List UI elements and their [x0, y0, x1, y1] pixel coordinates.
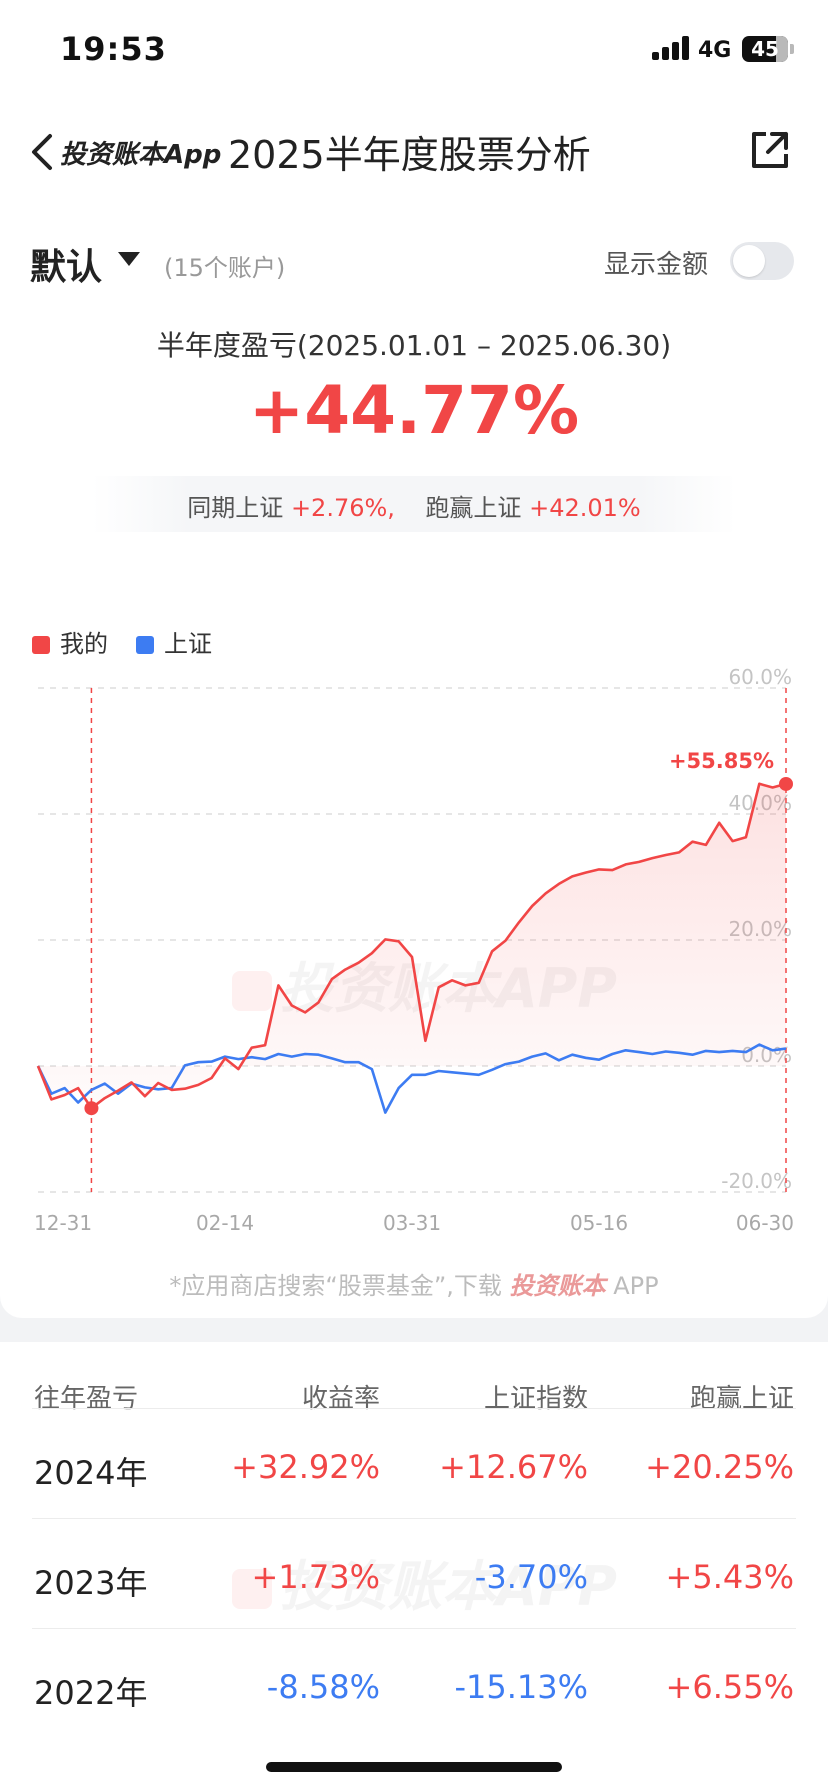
y-tick-label: -20.0% [721, 1169, 792, 1193]
show-amount-toggle[interactable] [730, 242, 794, 280]
sse-label: 同期上证 [187, 494, 284, 522]
status-time: 19:53 [60, 30, 167, 68]
legend-sse-swatch [136, 636, 154, 654]
row-sse: +12.67% [439, 1448, 588, 1486]
mine-area [38, 783, 786, 1109]
row-year: 2022年 [34, 1674, 148, 1712]
end-value-label: +55.85% [669, 749, 774, 773]
promo-brand: 投资账本 [509, 1272, 606, 1300]
sse-line [36, 1043, 787, 1114]
watermark-logo-icon [232, 971, 272, 1011]
table-watermark-text: 投资账本APP [280, 1555, 617, 1618]
row-divider [32, 1518, 796, 1519]
legend-sse: 上证 [136, 624, 212, 659]
battery-tip [790, 44, 794, 54]
show-amount-label: 显示金额 [604, 250, 709, 280]
battery-level: 45 [751, 37, 779, 61]
table-row: 2024年 +32.92% +12.67% +20.25% [0, 1408, 828, 1518]
beat-value: +42.01% [529, 494, 641, 522]
analysis-card [0, 0, 828, 1318]
status-bar: 19:53 4G 45 [0, 0, 828, 100]
row-year: 2024年 [34, 1454, 148, 1492]
period-title: 半年度盈亏(2025.01.01 – 2025.06.30) [156, 329, 672, 362]
row-divider [32, 1408, 796, 1409]
header-sse: 上证指数 [483, 1384, 588, 1414]
caret-down-icon[interactable] [118, 252, 140, 266]
back-icon[interactable] [26, 130, 62, 174]
x-tick-label: 03-31 [383, 1211, 441, 1235]
legend-mine-swatch [32, 636, 50, 654]
row-sse: -3.70% [474, 1558, 588, 1596]
x-tick-label: 06-30 [736, 1211, 794, 1235]
y-tick-label: 60.0% [728, 665, 792, 689]
row-return: +32.92% [231, 1448, 380, 1486]
min-point [84, 1101, 99, 1116]
row-divider [32, 1628, 796, 1629]
battery-icon: 45 [742, 36, 788, 62]
end-point [779, 776, 793, 791]
table-row: 2023年 +1.73% -3.70% +5.43% [0, 1518, 828, 1628]
share-icon[interactable] [748, 128, 792, 172]
legend-sse-label: 上证 [164, 630, 212, 658]
network-label: 4G [698, 38, 732, 63]
header-beat: 跑赢上证 [689, 1384, 794, 1414]
sse-value: +2.76%, [290, 494, 395, 522]
account-row: 默认 (15个账户) 显示金额 [0, 232, 828, 292]
row-return: +1.73% [251, 1558, 380, 1596]
promo-suffix: APP [613, 1272, 659, 1300]
comparison-text: 同期上证 +2.76%, 跑赢上证 +42.01% [92, 488, 736, 523]
table-watermark: 投资账本APP [232, 1542, 617, 1621]
return-chart[interactable]: 60.0%40.0%20.0%0.0%-20.0%12-3102-1403-31… [0, 660, 828, 1240]
row-beat: +5.43% [665, 1558, 794, 1596]
x-tick-label: 12-31 [34, 1211, 92, 1235]
nav-bar: 投资账本App 2025半年度股票分析 [0, 110, 828, 190]
table-row: 2022年 -8.58% -15.13% +6.55% [0, 1628, 828, 1738]
row-beat: +6.55% [665, 1668, 794, 1706]
row-return: -8.58% [266, 1668, 380, 1706]
header-return: 收益率 [301, 1384, 380, 1414]
mine-line [36, 782, 787, 1110]
row-sse: -15.13% [454, 1668, 588, 1706]
row-year: 2023年 [34, 1564, 148, 1602]
legend-mine: 我的 [32, 624, 108, 659]
history-header: 往年盈亏 收益率 上证指数 跑赢上证 [0, 1360, 828, 1420]
account-selector[interactable]: 默认 [30, 247, 103, 288]
header-year: 往年盈亏 [34, 1384, 139, 1414]
brand-name: 投资账本App [60, 140, 222, 170]
x-tick-label: 02-14 [196, 1211, 254, 1235]
x-tick-label: 05-16 [570, 1211, 628, 1235]
history-table: 往年盈亏 收益率 上证指数 跑赢上证 投资账本APP 2024年 +32.92% +… [0, 1342, 828, 1792]
account-count: (15个账户) [164, 254, 286, 282]
comparison-bar: 同期上证 +2.76%, 跑赢上证 +42.01% [92, 476, 736, 532]
toggle-knob [733, 245, 765, 277]
half-year-return: +44.77% [248, 372, 580, 449]
promo-prefix: *应用商店搜索“股票基金”,下载 [169, 1272, 502, 1300]
row-beat: +20.25% [645, 1448, 794, 1486]
page-title: 2025半年度股票分析 [228, 133, 591, 177]
signal-icon [652, 36, 692, 60]
legend-mine-label: 我的 [60, 630, 108, 658]
beat-label: 跑赢上证 [425, 494, 522, 522]
watermark-logo-icon [232, 1569, 272, 1609]
promo-text: *应用商店搜索“股票基金”,下载 投资账本 APP [0, 1266, 828, 1301]
home-indicator[interactable] [266, 1762, 562, 1772]
